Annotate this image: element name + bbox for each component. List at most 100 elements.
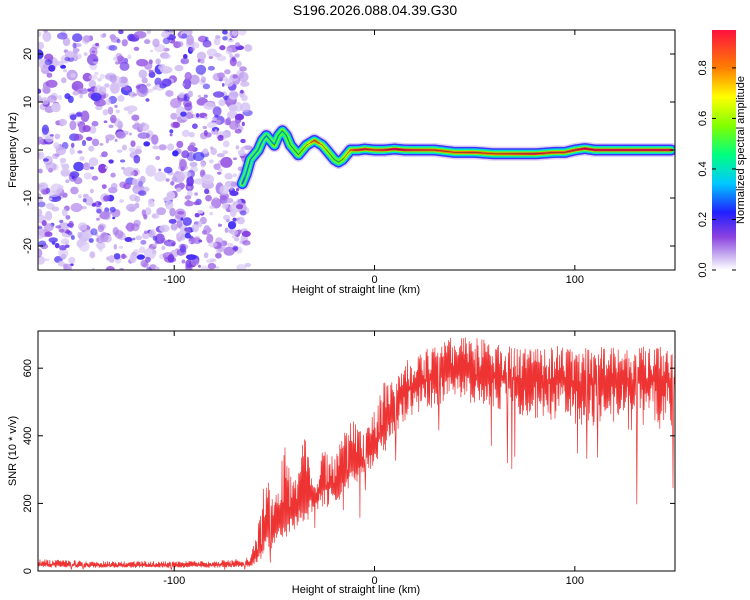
noise-blob xyxy=(104,83,110,88)
noise-blob xyxy=(55,146,67,156)
noise-blob xyxy=(98,86,107,95)
noise-blob xyxy=(238,30,247,36)
noise-blob xyxy=(233,157,237,160)
noise-blob xyxy=(38,88,42,94)
noise-blob xyxy=(83,52,88,56)
noise-blob xyxy=(191,223,199,233)
noise-blob xyxy=(181,129,191,137)
noise-blob xyxy=(59,219,64,224)
noise-blob xyxy=(54,133,61,140)
noise-blob xyxy=(151,249,157,255)
noise-blob xyxy=(118,245,124,249)
noise-blob xyxy=(62,263,68,269)
noise-blob xyxy=(181,171,192,178)
noise-blob xyxy=(140,239,147,245)
noise-blob xyxy=(143,230,148,234)
noise-blob xyxy=(57,185,64,190)
noise-blob xyxy=(38,151,45,160)
noise-blob xyxy=(99,73,105,79)
noise-blob xyxy=(41,85,51,95)
noise-blob xyxy=(38,248,43,258)
noise-blob xyxy=(215,119,222,124)
snr-x-axis-title: Height of straight line (km) xyxy=(292,584,420,596)
noise-blob xyxy=(181,33,188,39)
noise-blob xyxy=(144,207,152,216)
y-tick-label: -20 xyxy=(22,238,34,254)
noise-blob xyxy=(130,140,136,147)
noise-blob xyxy=(99,211,110,220)
noise-blob xyxy=(60,161,64,166)
noise-blob xyxy=(177,99,182,104)
spectrogram-y-axis-title: Frequency (Hz) xyxy=(7,112,19,188)
noise-blob xyxy=(38,183,41,189)
noise-blob xyxy=(138,69,148,79)
noise-blob xyxy=(155,266,160,270)
noise-blob xyxy=(58,247,69,259)
noise-blob xyxy=(202,39,212,48)
noise-blob xyxy=(209,159,214,164)
noise-blob xyxy=(166,193,173,197)
noise-blob xyxy=(155,58,161,65)
noise-blob xyxy=(200,161,206,168)
noise-blob xyxy=(216,153,225,158)
noise-blob xyxy=(148,71,156,78)
noise-blob xyxy=(168,218,177,224)
noise-blob xyxy=(119,61,130,71)
noise-blob xyxy=(53,142,60,150)
noise-blob xyxy=(119,159,126,163)
noise-blob xyxy=(163,166,173,174)
noise-blob xyxy=(116,149,123,153)
noise-blob xyxy=(85,136,93,141)
noise-blob xyxy=(228,104,238,112)
noise-blob xyxy=(60,168,71,177)
noise-blob xyxy=(73,133,84,141)
noise-blob xyxy=(212,91,225,98)
noise-blob xyxy=(108,255,115,263)
noise-blob xyxy=(161,30,170,39)
noise-blob xyxy=(88,157,99,167)
noise-blob xyxy=(163,197,171,202)
ridge-center-line xyxy=(241,130,671,184)
noise-blob xyxy=(79,94,83,99)
noise-blob xyxy=(234,237,240,242)
noise-blob xyxy=(208,241,218,248)
noise-blob xyxy=(88,79,97,89)
noise-blob xyxy=(138,246,146,254)
noise-blob xyxy=(68,256,76,264)
noise-blob xyxy=(76,239,84,248)
noise-blob xyxy=(115,109,120,114)
x-tick-label: 0 xyxy=(371,274,377,286)
noise-blob xyxy=(48,197,53,201)
noise-blob xyxy=(144,61,153,70)
noise-blob xyxy=(229,53,234,59)
noise-blob xyxy=(236,217,240,221)
noise-blob xyxy=(40,243,49,250)
noise-blob xyxy=(61,208,68,217)
noise-blob xyxy=(225,117,232,126)
x-tick-label: 100 xyxy=(566,274,584,286)
colorbar-tick-label: 0.2 xyxy=(697,212,709,227)
noise-blob xyxy=(221,202,229,210)
y-tick-label: 400 xyxy=(22,427,34,445)
noise-blob xyxy=(200,265,208,270)
x-tick-label: 100 xyxy=(566,575,584,587)
noise-blob xyxy=(155,155,161,161)
noise-blob xyxy=(232,245,239,251)
noise-blob xyxy=(217,171,222,175)
noise-blob xyxy=(191,42,200,49)
noise-blob xyxy=(38,224,44,234)
noise-blob xyxy=(81,206,87,210)
noise-blob xyxy=(48,64,56,72)
noise-blob xyxy=(212,258,217,262)
noise-blob xyxy=(45,210,53,221)
noise-blob xyxy=(132,93,138,97)
noise-blob xyxy=(127,54,132,59)
noise-blob xyxy=(227,38,234,43)
noise-blob xyxy=(89,46,98,57)
noise-blob xyxy=(98,163,107,174)
noise-blob xyxy=(108,124,114,129)
noise-blob xyxy=(230,229,239,236)
noise-blob xyxy=(183,30,189,34)
noise-blob xyxy=(212,72,224,82)
noise-blob xyxy=(38,226,43,229)
